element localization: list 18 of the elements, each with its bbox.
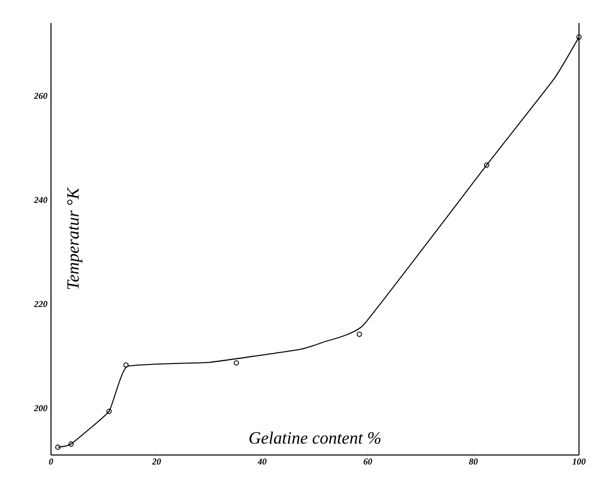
y-tick-label: 260	[34, 92, 48, 99]
point	[484, 162, 490, 168]
y-tick-label: 240	[34, 196, 48, 203]
x-tick-label: 20	[152, 458, 161, 465]
point	[234, 360, 239, 366]
point	[123, 362, 129, 368]
y-tick-label: 200	[34, 405, 48, 412]
y-axis-title: Temperatur °K	[67, 187, 82, 290]
x-tick-label: 0	[49, 458, 54, 465]
point	[356, 332, 362, 337]
y-tick-label: 220	[34, 301, 48, 308]
point	[106, 408, 112, 414]
x-tick-label: 40	[258, 458, 267, 465]
point	[68, 441, 74, 447]
x-tick-label: 100	[572, 458, 586, 465]
x-tick-label: 60	[364, 458, 372, 465]
x-axis-title: Gelatine content %	[250, 432, 380, 444]
x-tick-label: 80	[469, 458, 478, 465]
